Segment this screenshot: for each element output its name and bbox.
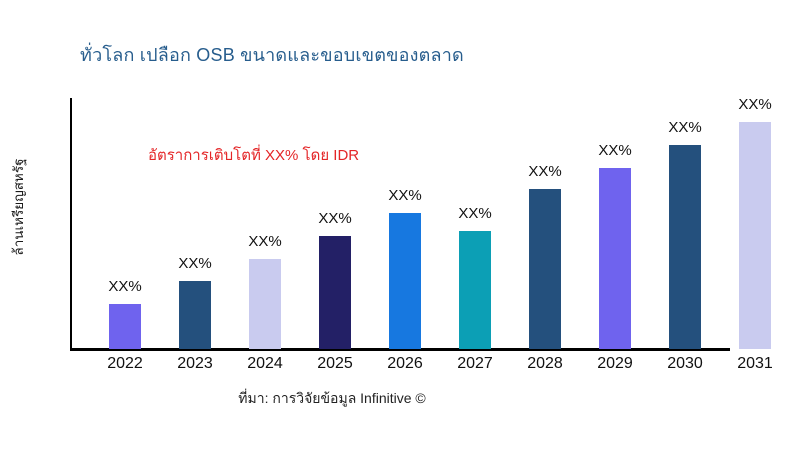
bar-2030	[669, 145, 701, 349]
x-tick-label-2023: 2023	[177, 355, 213, 372]
x-tick-label-2030: 2030	[667, 355, 703, 372]
bar-2022	[109, 304, 141, 349]
bar-2029	[599, 168, 631, 349]
bar-2024	[249, 259, 281, 349]
bar-value-label-2024: XX%	[248, 233, 282, 250]
bar-value-label-2030: XX%	[668, 119, 702, 136]
bar-2025	[319, 236, 351, 349]
bar-value-label-2028: XX%	[528, 163, 562, 180]
bar-value-label-2022: XX%	[108, 278, 142, 295]
bar-value-label-2029: XX%	[598, 142, 632, 159]
bar-2026	[389, 213, 421, 349]
bar-value-label-2025: XX%	[318, 210, 352, 227]
growth-rate-annotation: อัตราการเติบโตที่ XX% โดย IDR	[148, 147, 360, 164]
x-tick-label-2029: 2029	[597, 355, 633, 372]
x-axis-line	[70, 348, 730, 351]
x-tick-label-2026: 2026	[387, 355, 423, 372]
bar-2027	[459, 231, 491, 349]
chart-title: ทั่วโลก เปลือก OSB ขนาดและขอบเขตของตลาด	[80, 45, 464, 65]
x-tick-label-2024: 2024	[247, 355, 283, 372]
x-tick-label-2025: 2025	[317, 355, 353, 372]
x-tick-label-2027: 2027	[457, 355, 493, 372]
x-tick-label-2022: 2022	[107, 355, 143, 372]
source-attribution: ที่มา: การวิจัยข้อมูล Infinitive ©	[238, 390, 426, 406]
bar-value-label-2023: XX%	[178, 255, 212, 272]
y-axis-line	[70, 98, 72, 350]
x-tick-label-2031: 2031	[737, 355, 773, 372]
bar-value-label-2027: XX%	[458, 205, 492, 222]
bar-2023	[179, 281, 211, 349]
bar-value-label-2031: XX%	[738, 96, 772, 113]
x-tick-label-2028: 2028	[527, 355, 563, 372]
y-axis-label: ล้านเหรียญสหรัฐ	[11, 158, 26, 256]
bar-2028	[529, 189, 561, 349]
bar-value-label-2026: XX%	[388, 187, 422, 204]
bar-2031	[739, 122, 771, 349]
